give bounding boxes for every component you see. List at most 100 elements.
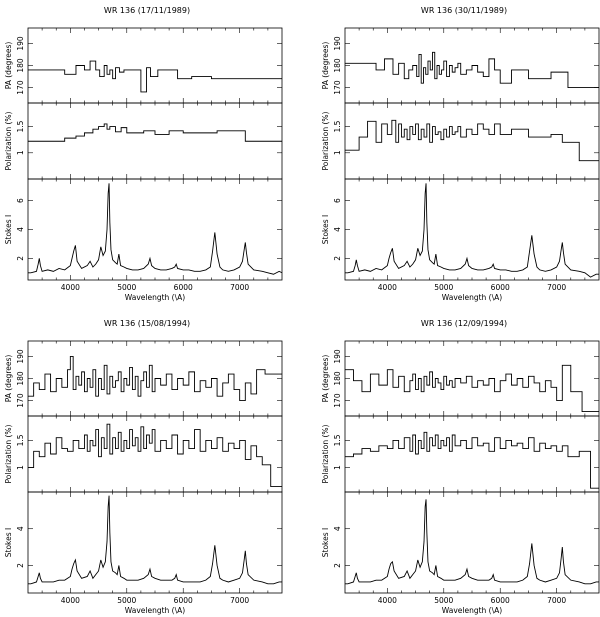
x-axis-label: Wavelength (\A) (125, 293, 185, 302)
series-line (345, 183, 599, 278)
series-line (345, 431, 599, 489)
y-axis-label: PA (degrees) (4, 355, 13, 403)
x-tick-label: 6000 (174, 283, 193, 292)
y-tick-label: 180 (16, 371, 25, 386)
x-tick-label: 7000 (547, 283, 566, 292)
y-tick-label: 4 (333, 227, 342, 232)
y-tick-label: 170 (333, 393, 342, 408)
x-tick-label: 5000 (117, 283, 136, 292)
y-tick-label: 190 (333, 349, 342, 364)
y-tick-label: 1.5 (16, 434, 25, 446)
y-axis-label: Polarization (%) (321, 424, 330, 483)
y-tick-label: 1 (333, 465, 342, 470)
y-tick-label: 170 (16, 80, 25, 95)
y-axis-label: Stokes I (321, 528, 330, 557)
y-axis-label: PA (degrees) (321, 355, 330, 403)
panel-frame (27, 27, 283, 104)
y-tick-label: 190 (16, 349, 25, 364)
series-line (345, 51, 599, 89)
y-tick-label: 1 (16, 150, 25, 155)
panel-stokes: 2 4 6 Stokes I 4000 5000 6000 7000 Wavelength (\… (321, 178, 600, 302)
panel-frame (27, 178, 283, 281)
y-tick-label: 6 (333, 198, 342, 203)
panel-frame (344, 178, 600, 281)
series-line (28, 495, 282, 585)
figure-title: WR 136 (17/11/1989) (104, 6, 190, 15)
y-tick-label: 2 (16, 256, 25, 261)
y-axis-label: Stokes I (4, 215, 13, 244)
y-tick-label: 180 (333, 58, 342, 73)
series-line (345, 364, 599, 413)
panel-frame (27, 415, 283, 493)
y-axis-label: PA (degrees) (4, 42, 13, 90)
x-tick-label: 4000 (61, 283, 80, 292)
y-tick-label: 170 (333, 80, 342, 95)
y-axis-label: Polarization (%) (4, 111, 13, 170)
series-line (345, 499, 599, 585)
x-tick-label: 7000 (230, 283, 249, 292)
x-tick-label: 4000 (378, 283, 397, 292)
y-tick-label: 2 (333, 563, 342, 568)
y-tick-label: 1 (333, 150, 342, 155)
x-tick-label: 7000 (230, 596, 249, 605)
y-tick-label: 4 (333, 526, 342, 531)
y-tick-label: 6 (16, 198, 25, 203)
y-axis-label: Polarization (%) (4, 424, 13, 483)
x-axis-label: Wavelength (\A) (442, 293, 502, 302)
y-tick-label: 190 (333, 36, 342, 51)
series-line (345, 119, 599, 162)
x-tick-label: 4000 (61, 596, 80, 605)
figure-title: WR 136 (15/08/1994) (104, 319, 190, 328)
y-tick-label: 180 (16, 58, 25, 73)
x-axis-label: Wavelength (\A) (125, 606, 185, 615)
y-tick-label: 1 (16, 465, 25, 470)
x-tick-label: 6000 (491, 596, 510, 605)
series-line (28, 183, 283, 275)
panel-frame (344, 102, 600, 180)
y-axis-label: PA (degrees) (321, 42, 330, 90)
y-axis-label: Stokes I (321, 215, 330, 244)
panel-frame (344, 415, 600, 493)
figure-title: WR 136 (30/11/1989) (421, 6, 507, 15)
y-tick-label: 4 (16, 227, 25, 232)
x-tick-label: 5000 (117, 596, 136, 605)
x-tick-label: 6000 (491, 283, 510, 292)
figure-title: WR 136 (12/09/1994) (421, 319, 507, 328)
x-tick-label: 6000 (174, 596, 193, 605)
x-tick-label: 4000 (378, 596, 397, 605)
series-line (28, 123, 282, 142)
panel-stokes: 2 4 6 Stokes I 4000 5000 6000 7000 Wavelength (\… (4, 178, 283, 302)
y-tick-label: 180 (333, 371, 342, 386)
x-axis-label: Wavelength (\A) (442, 606, 502, 615)
series-line (28, 423, 282, 488)
series-line (28, 60, 282, 93)
x-tick-label: 5000 (434, 283, 453, 292)
x-tick-label: 5000 (434, 596, 453, 605)
y-tick-label: 4 (16, 526, 25, 531)
y-axis-label: Stokes I (4, 528, 13, 557)
y-tick-label: 1.5 (333, 434, 342, 446)
panel-frame (27, 102, 283, 180)
series-line (28, 355, 282, 402)
y-tick-label: 170 (16, 393, 25, 408)
y-tick-label: 1.5 (333, 120, 342, 132)
x-tick-label: 7000 (547, 596, 566, 605)
y-axis-label: Polarization (%) (321, 111, 330, 170)
y-tick-label: 190 (16, 36, 25, 51)
y-tick-label: 2 (16, 563, 25, 568)
